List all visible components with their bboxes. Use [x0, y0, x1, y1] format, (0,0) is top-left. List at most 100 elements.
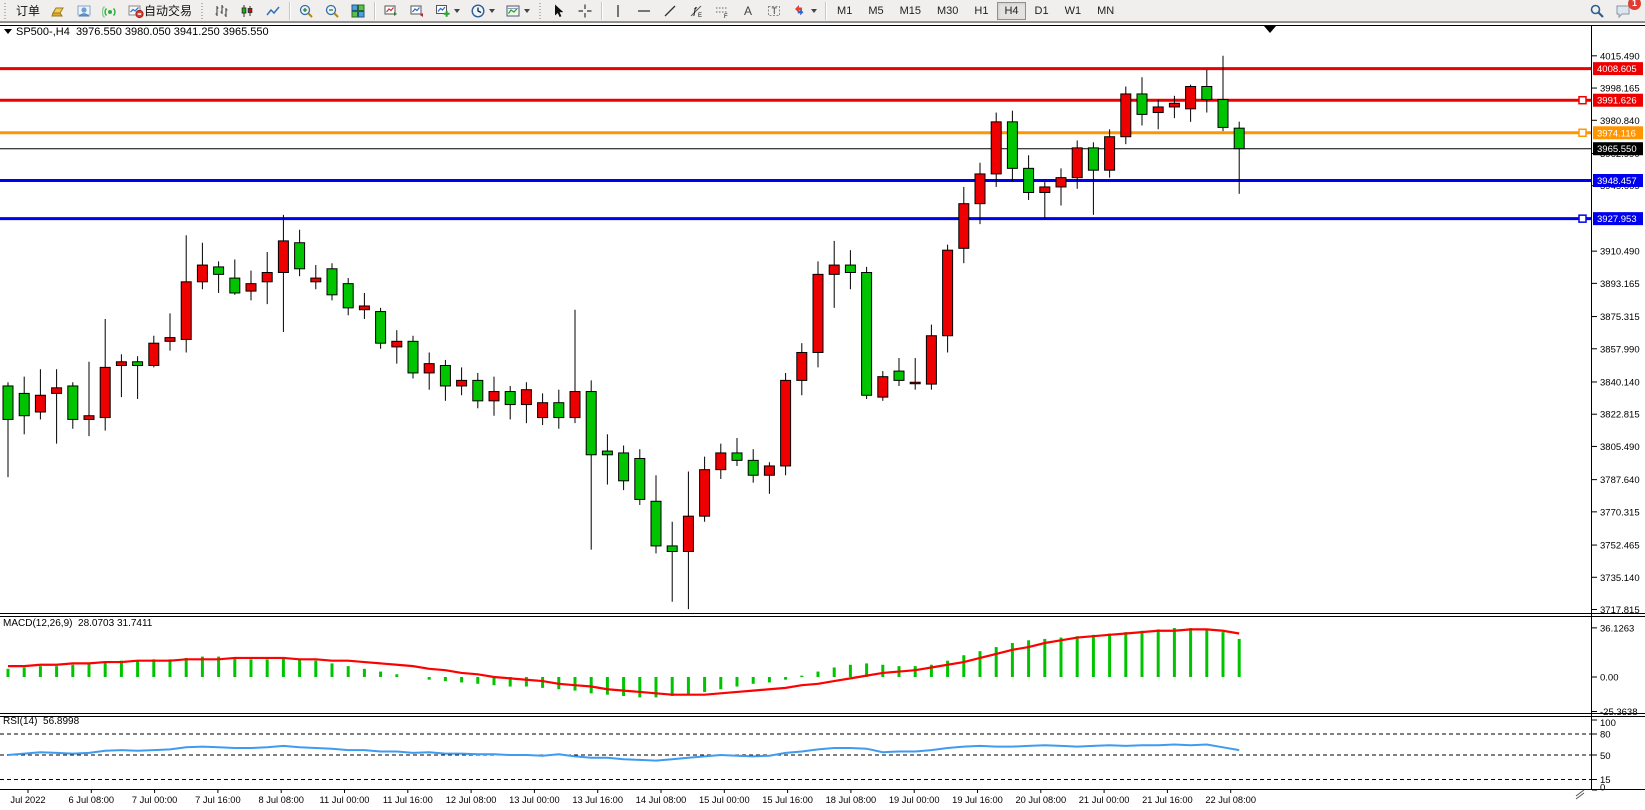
price-tick-label: 3752.465 — [1600, 541, 1640, 552]
timeframe-M15[interactable]: M15 — [899, 4, 921, 17]
pencil-icon[interactable] — [1575, 789, 1585, 800]
chart-shift-marker[interactable] — [1264, 26, 1276, 33]
profile-user-icon — [77, 5, 91, 16]
line-handle[interactable] — [1578, 95, 1587, 105]
price-tick-label: 3980.840 — [1600, 116, 1640, 127]
cursor-button[interactable] — [547, 1, 571, 21]
timeframe-M1[interactable]: M1 — [837, 4, 853, 17]
candle-bearish — [601, 450, 613, 456]
time-tick-label: 6 Jul 08:00 — [69, 795, 115, 805]
signal-button[interactable] — [98, 1, 122, 21]
macd-scale-label: 36.1263 — [1600, 623, 1634, 634]
arrows-icon — [795, 4, 804, 15]
candle-bearish — [342, 283, 354, 309]
periods-clock-icon — [471, 3, 485, 18]
timeframe-H4[interactable]: H4 — [997, 1, 1026, 20]
label-icon: T — [768, 5, 781, 16]
crosshair-button[interactable] — [573, 1, 597, 21]
gold-ingot-button[interactable] — [46, 1, 70, 21]
periods-clock-button[interactable] — [466, 1, 499, 21]
candle-bullish — [537, 402, 549, 419]
cascade-charts-button[interactable] — [405, 1, 429, 21]
timeframe-MN[interactable]: MN — [1097, 4, 1115, 17]
bar-chart-button[interactable] — [209, 1, 233, 21]
timeframe-M5[interactable]: M5 — [868, 4, 884, 17]
line-chart-button[interactable] — [261, 1, 285, 21]
toolbar-grip[interactable] — [200, 2, 206, 19]
time-tick-label: 8 Jul 08:00 — [258, 795, 304, 805]
time-tick-label: 13 Jul 00:00 — [509, 795, 560, 805]
autotrading-button[interactable]: 自动交易 — [124, 1, 196, 21]
candlestick-chart-button[interactable] — [235, 1, 259, 21]
toolbar-grip[interactable] — [538, 2, 544, 19]
price-badge-label: 3948.457 — [1597, 176, 1637, 187]
candle-bearish — [1233, 127, 1245, 150]
candle-bearish — [1136, 93, 1148, 115]
time-tick-label: 12 Jul 08:00 — [446, 795, 497, 805]
tile-windows-button[interactable] — [346, 1, 370, 21]
timeframe-M30[interactable]: M30 — [937, 4, 959, 17]
chart-title: SP500-,H4 3976.550 3980.050 3941.250 396… — [16, 26, 269, 38]
rsi-scale-label: 80 — [1600, 730, 1611, 741]
candle-bullish — [488, 391, 500, 402]
arrows-button[interactable] — [788, 1, 821, 21]
new-order-button[interactable]: 订单 — [12, 1, 44, 21]
zoom-in-icon — [299, 4, 313, 18]
chevron-down-icon — [454, 8, 461, 13]
arrange-charts-button[interactable] — [379, 1, 403, 21]
macd-scale-label: 0.00 — [1600, 673, 1619, 684]
timeframe-W1[interactable]: W1 — [1064, 4, 1082, 17]
svg-text:T: T — [772, 6, 778, 16]
timeframe-H1[interactable]: H1 — [974, 4, 989, 17]
candle-bullish — [245, 283, 257, 292]
channel-button[interactable]: F — [710, 1, 734, 21]
candle-bearish — [1023, 167, 1035, 194]
candle-bearish — [650, 500, 662, 547]
svg-text:F: F — [724, 14, 728, 19]
horizontal-line-icon — [638, 9, 651, 12]
toolbar-grip[interactable] — [3, 2, 8, 19]
timeframe-D1[interactable]: D1 — [1034, 4, 1049, 17]
time-tick-label: 11 Jul 16:00 — [383, 795, 433, 805]
candle-bullish — [796, 351, 808, 381]
line-handle[interactable] — [1578, 214, 1587, 223]
profile-user-button[interactable] — [72, 1, 96, 21]
price-tick-label: 3770.315 — [1600, 507, 1640, 518]
chevron-down-icon — [489, 8, 496, 13]
line-handle[interactable] — [1578, 128, 1587, 138]
vertical-line-button[interactable] — [606, 1, 630, 21]
new-indicator-button[interactable] — [431, 1, 464, 21]
channel-icon: F — [716, 7, 728, 19]
chat-button[interactable]: 1 — [1611, 0, 1641, 21]
price-badge — [1593, 62, 1643, 76]
search-button[interactable] — [1585, 1, 1609, 21]
zoom-out-button[interactable] — [320, 1, 344, 21]
zoom-in-button[interactable] — [294, 1, 318, 21]
timeframe-group: M1 M5 M15 M30 H1 H4 D1 W1 MN — [829, 1, 1122, 20]
trendline-button[interactable] — [658, 1, 682, 21]
template-button[interactable] — [501, 1, 534, 21]
candle-bearish — [132, 361, 144, 366]
price-badge-label: 3974.116 — [1597, 128, 1636, 139]
candle-bullish — [83, 415, 95, 420]
autotrading-icon — [128, 5, 144, 18]
candle-bearish — [666, 545, 678, 552]
label-button[interactable]: T — [762, 1, 786, 21]
candle-bearish — [439, 365, 451, 387]
bar-chart-icon — [215, 4, 228, 17]
price-tick-label: 3822.815 — [1600, 410, 1640, 421]
candle-bullish — [974, 173, 986, 205]
horizontal-line-button[interactable] — [632, 1, 656, 21]
time-tick-label: 22 Jul 08:00 — [1205, 795, 1256, 805]
collapse-triangle-icon[interactable] — [4, 29, 12, 34]
price-tick-label: 4015.490 — [1600, 51, 1640, 62]
new-indicator-icon — [436, 4, 450, 17]
candle-bullish — [115, 361, 127, 366]
candlestick-chart-icon — [241, 4, 253, 17]
candle-bullish — [310, 277, 322, 283]
price-badge-label: 3991.626 — [1597, 96, 1637, 107]
candle-bullish — [148, 342, 160, 366]
text-button[interactable]: A — [736, 1, 760, 21]
